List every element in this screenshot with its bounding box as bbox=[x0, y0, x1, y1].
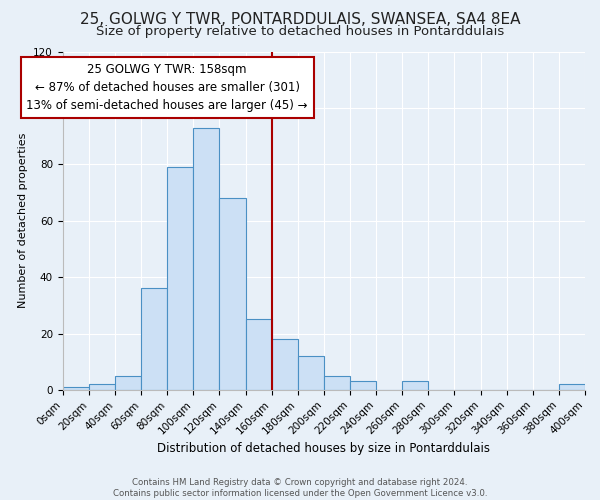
X-axis label: Distribution of detached houses by size in Pontarddulais: Distribution of detached houses by size … bbox=[157, 442, 490, 455]
Bar bbox=[298, 356, 324, 390]
Bar bbox=[167, 167, 193, 390]
Bar bbox=[115, 376, 141, 390]
Text: 25 GOLWG Y TWR: 158sqm
← 87% of detached houses are smaller (301)
13% of semi-de: 25 GOLWG Y TWR: 158sqm ← 87% of detached… bbox=[26, 63, 308, 112]
Text: Size of property relative to detached houses in Pontarddulais: Size of property relative to detached ho… bbox=[96, 25, 504, 38]
Bar bbox=[559, 384, 585, 390]
Bar bbox=[141, 288, 167, 390]
Bar bbox=[193, 128, 220, 390]
Bar bbox=[402, 382, 428, 390]
Bar bbox=[63, 387, 89, 390]
Bar bbox=[324, 376, 350, 390]
Bar bbox=[220, 198, 245, 390]
Bar bbox=[350, 382, 376, 390]
Y-axis label: Number of detached properties: Number of detached properties bbox=[18, 133, 28, 308]
Bar bbox=[272, 339, 298, 390]
Text: Contains HM Land Registry data © Crown copyright and database right 2024.
Contai: Contains HM Land Registry data © Crown c… bbox=[113, 478, 487, 498]
Bar bbox=[89, 384, 115, 390]
Text: 25, GOLWG Y TWR, PONTARDDULAIS, SWANSEA, SA4 8EA: 25, GOLWG Y TWR, PONTARDDULAIS, SWANSEA,… bbox=[80, 12, 520, 28]
Bar bbox=[245, 320, 272, 390]
